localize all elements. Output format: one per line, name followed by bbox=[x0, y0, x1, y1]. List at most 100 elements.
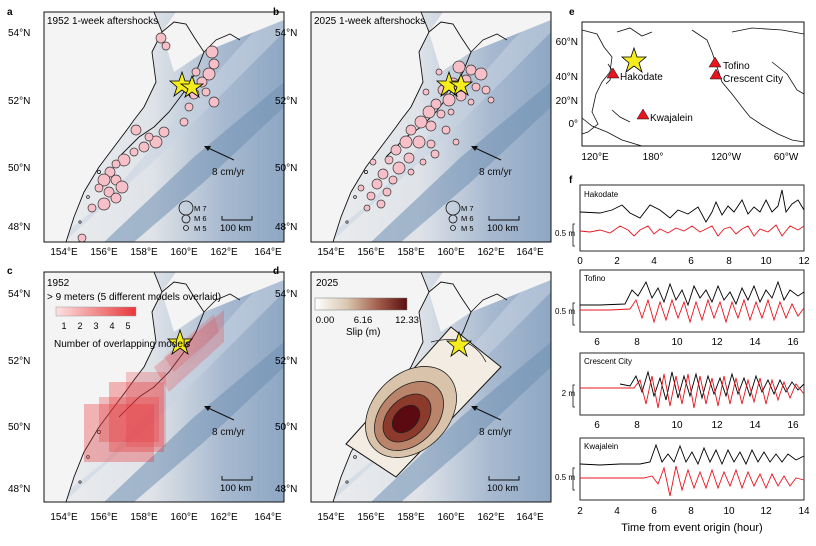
svg-text:154°E: 154°E bbox=[317, 512, 345, 523]
svg-text:120°W: 120°W bbox=[711, 152, 742, 163]
panel-subtitle: > 9 meters (5 different models overlaid) bbox=[47, 292, 221, 303]
svg-text:164°E: 164°E bbox=[254, 512, 282, 523]
svg-text:48°N: 48°N bbox=[275, 484, 297, 495]
panel-c: 8 cm/yr 100 km 1 2 3 4 5 Number of overl… bbox=[7, 266, 285, 523]
magnitude-legend: M 7 M 6 M 5 bbox=[445, 200, 474, 233]
svg-text:Slip (m): Slip (m) bbox=[346, 327, 380, 338]
svg-text:2 m: 2 m bbox=[562, 389, 576, 398]
scale-bar: 100 km bbox=[487, 216, 520, 234]
observed-series bbox=[579, 443, 805, 466]
svg-text:M 7: M 7 bbox=[461, 204, 474, 213]
svg-text:Kwajalein: Kwajalein bbox=[650, 113, 693, 124]
svg-text:16: 16 bbox=[787, 337, 799, 348]
svg-text:M 7: M 7 bbox=[194, 204, 207, 213]
svg-text:M 6: M 6 bbox=[194, 214, 207, 223]
svg-text:54°N: 54°N bbox=[275, 289, 297, 300]
epicenter-star bbox=[179, 74, 205, 99]
modeled-series bbox=[580, 373, 805, 409]
svg-text:180°: 180° bbox=[643, 152, 664, 163]
svg-text:2: 2 bbox=[77, 321, 82, 331]
magnitude-legend: M 7 M 6 M 5 bbox=[178, 200, 207, 233]
svg-text:160°E: 160°E bbox=[170, 512, 198, 523]
lon-axis: 154°E 156°E 158°E 160°E 162°E 164°E bbox=[317, 512, 544, 523]
panel-title: 1952 1-week aftershocks bbox=[47, 16, 158, 27]
svg-text:158°E: 158°E bbox=[130, 512, 158, 523]
observed-series bbox=[619, 370, 805, 401]
scale-bar: 100 km bbox=[487, 476, 520, 494]
panel-f: f Hakodate 0.5 m 0 2 4 6 8 10 12 Tofino … bbox=[555, 175, 810, 534]
panel-letter: c bbox=[7, 266, 13, 277]
svg-text:54°N: 54°N bbox=[8, 289, 30, 300]
tide-plot-kwajalein: Kwajalein 0.5 m 2 4 6 8 10 12 14 bbox=[555, 437, 810, 517]
station-marker-tofino bbox=[708, 56, 722, 68]
velocity-label: 8 cm/yr bbox=[479, 167, 512, 178]
svg-text:50°N: 50°N bbox=[8, 163, 30, 174]
svg-text:164°E: 164°E bbox=[254, 247, 282, 258]
svg-text:162°E: 162°E bbox=[210, 247, 238, 258]
svg-text:48°N: 48°N bbox=[8, 222, 30, 233]
svg-text:48°N: 48°N bbox=[275, 222, 297, 233]
coastlines bbox=[581, 27, 805, 147]
svg-text:14: 14 bbox=[749, 420, 761, 431]
svg-text:1: 1 bbox=[61, 321, 66, 331]
svg-text:Crescent City: Crescent City bbox=[584, 357, 632, 366]
svg-text:100 km: 100 km bbox=[487, 483, 518, 494]
svg-text:10: 10 bbox=[723, 506, 735, 517]
velocity-label: 8 cm/yr bbox=[212, 167, 245, 178]
svg-text:156°E: 156°E bbox=[90, 247, 118, 258]
svg-text:52°N: 52°N bbox=[8, 96, 30, 107]
svg-text:14: 14 bbox=[798, 506, 810, 517]
svg-text:20°N: 20°N bbox=[556, 96, 578, 107]
svg-text:158°E: 158°E bbox=[130, 247, 158, 258]
svg-text:2: 2 bbox=[614, 256, 620, 267]
slip-model-2025 bbox=[345, 326, 502, 478]
svg-text:48°N: 48°N bbox=[8, 484, 30, 495]
station-labels: Hakodate Tofino Crescent City Kwajalein bbox=[620, 61, 783, 124]
svg-text:60°W: 60°W bbox=[774, 152, 799, 163]
station-marker-crescent-city bbox=[709, 68, 723, 80]
svg-text:Tofino: Tofino bbox=[723, 61, 750, 72]
svg-text:12: 12 bbox=[760, 506, 772, 517]
svg-text:5: 5 bbox=[125, 321, 130, 331]
epicenter-star bbox=[448, 72, 474, 97]
svg-text:164°E: 164°E bbox=[516, 247, 544, 258]
panel-letter: f bbox=[569, 175, 573, 186]
svg-text:4: 4 bbox=[651, 256, 657, 267]
epicenter-star bbox=[166, 328, 194, 356]
svg-text:164°E: 164°E bbox=[516, 512, 544, 523]
lon-axis: 154°E 156°E 158°E 160°E 162°E 164°E bbox=[50, 512, 282, 523]
svg-text:60°N: 60°N bbox=[556, 37, 578, 48]
modeled-series bbox=[580, 465, 805, 497]
svg-text:162°E: 162°E bbox=[210, 512, 238, 523]
svg-text:156°E: 156°E bbox=[357, 512, 385, 523]
svg-text:Kwajalein: Kwajalein bbox=[584, 442, 618, 451]
svg-text:0.00: 0.00 bbox=[316, 315, 335, 326]
svg-text:Hakodate: Hakodate bbox=[584, 190, 619, 199]
svg-text:12: 12 bbox=[711, 337, 723, 348]
velocity-label: 8 cm/yr bbox=[479, 427, 512, 438]
station-marker-hakodate bbox=[606, 67, 620, 79]
panel-b: 8 cm/yr M 7 M 6 M 5 100 km b 2025 1-week… bbox=[273, 7, 552, 258]
svg-text:162°E: 162°E bbox=[477, 512, 505, 523]
svg-text:52°N: 52°N bbox=[275, 96, 297, 107]
tide-plot-crescent-city: Crescent City 2 m 6 8 10 12 14 16 bbox=[562, 352, 805, 431]
svg-text:Crescent City: Crescent City bbox=[723, 74, 783, 85]
svg-text:160°E: 160°E bbox=[437, 247, 465, 258]
svg-text:100 km: 100 km bbox=[220, 223, 251, 234]
svg-text:154°E: 154°E bbox=[50, 247, 78, 258]
tide-plot-tofino: Tofino 0.5 m 6 8 10 12 14 16 bbox=[555, 269, 805, 348]
panel-letter: e bbox=[569, 7, 575, 18]
svg-text:Tofino: Tofino bbox=[584, 274, 606, 283]
observed-series bbox=[580, 280, 805, 307]
svg-text:160°E: 160°E bbox=[437, 512, 465, 523]
svg-text:8: 8 bbox=[634, 337, 640, 348]
svg-text:158°E: 158°E bbox=[397, 247, 425, 258]
svg-text:12: 12 bbox=[798, 256, 810, 267]
svg-text:Hakodate: Hakodate bbox=[620, 72, 663, 83]
scale-bar: 100 km bbox=[220, 216, 253, 234]
svg-text:16: 16 bbox=[787, 420, 799, 431]
svg-text:40°N: 40°N bbox=[556, 72, 578, 83]
svg-text:50°N: 50°N bbox=[275, 163, 297, 174]
scale-bar: 100 km bbox=[220, 476, 253, 494]
